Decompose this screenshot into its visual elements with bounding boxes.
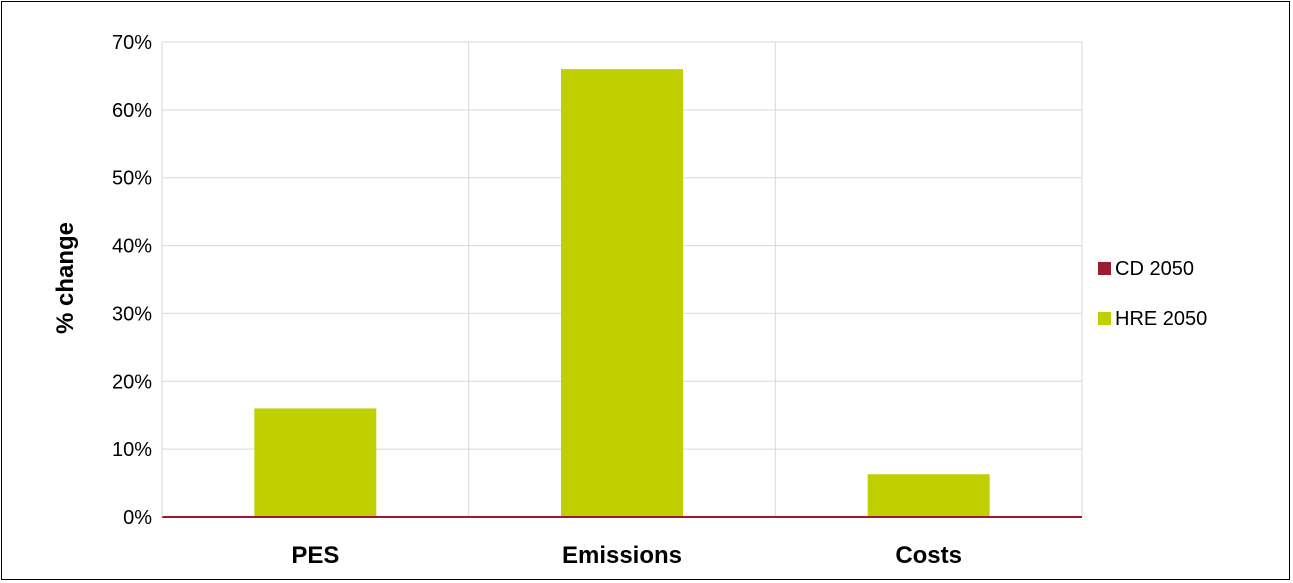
bar-hre-2050-costs xyxy=(867,474,990,517)
y-axis-title: % change xyxy=(52,222,79,334)
x-category-label: Costs xyxy=(895,542,962,569)
y-tick-labels: 0% 10% 20% 30% 40% 50% 60% 70% xyxy=(112,32,152,529)
legend-label: CD 2050 xyxy=(1115,258,1194,280)
y-tick-label: 30% xyxy=(112,303,152,325)
y-tick-label: 20% xyxy=(112,371,152,393)
y-tick-label: 0% xyxy=(123,507,152,529)
x-category-label: Emissions xyxy=(562,542,682,569)
x-category-label: PES xyxy=(291,542,339,569)
y-tick-label: 60% xyxy=(112,100,152,122)
legend-swatch xyxy=(1098,312,1111,325)
legend-swatch xyxy=(1098,262,1111,275)
y-tick-label: 50% xyxy=(112,168,152,190)
legend-label: HRE 2050 xyxy=(1115,308,1207,330)
bar-hre-2050-pes xyxy=(254,408,377,517)
bars xyxy=(254,69,990,518)
legend: CD 2050 HRE 2050 xyxy=(1098,258,1207,330)
x-category-labels: PES Emissions Costs xyxy=(291,542,962,569)
axes xyxy=(161,42,1082,518)
y-tick-label: 10% xyxy=(112,439,152,461)
y-tick-label: 70% xyxy=(112,32,152,54)
y-tick-label: 40% xyxy=(112,236,152,258)
bar-hre-2050-emissions xyxy=(561,69,683,518)
